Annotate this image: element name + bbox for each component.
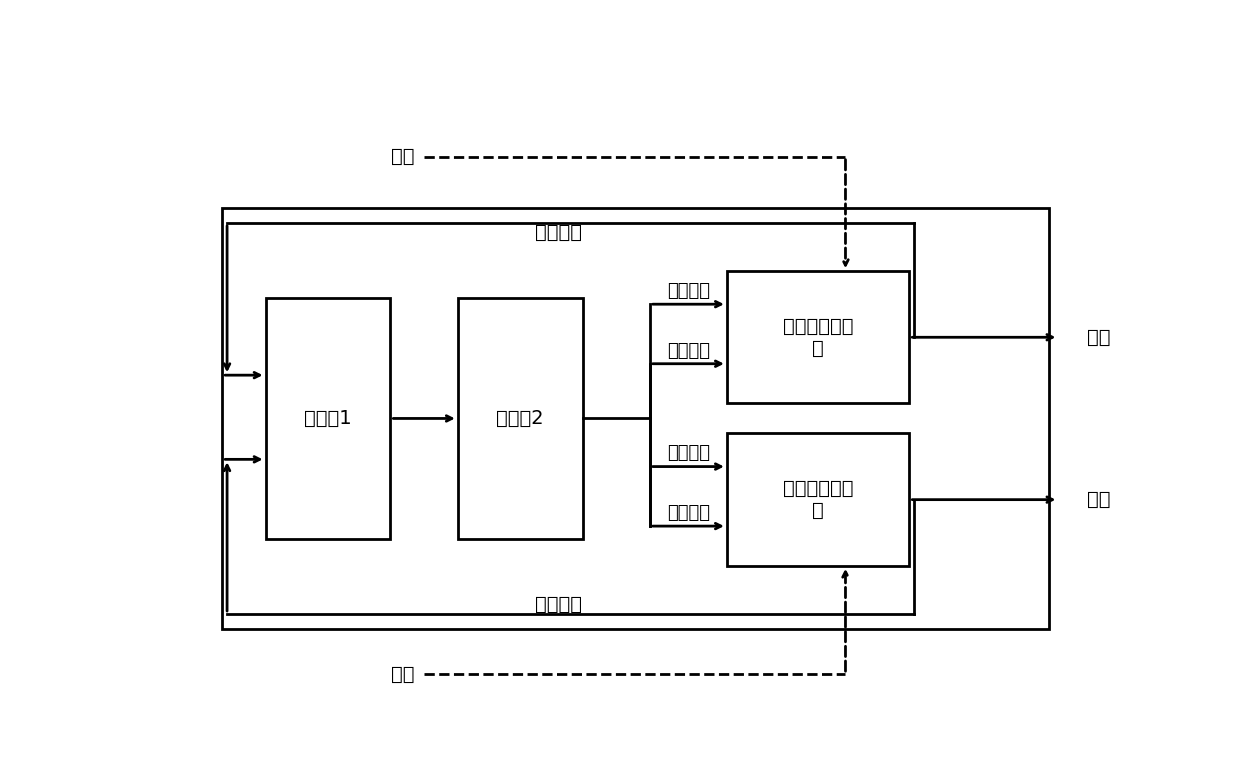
Text: 反馈数据: 反馈数据 xyxy=(536,223,582,241)
Text: 反馈数据: 反馈数据 xyxy=(536,595,582,615)
Text: 密钥: 密钥 xyxy=(391,665,414,683)
Bar xyxy=(458,298,583,539)
Text: 寄存器1: 寄存器1 xyxy=(304,409,352,428)
Text: 反馈数据: 反馈数据 xyxy=(667,444,709,462)
Text: 复用轮变换电
路: 复用轮变换电 路 xyxy=(782,317,853,358)
Bar xyxy=(727,433,909,565)
Text: 密文: 密文 xyxy=(1087,328,1111,347)
Text: 密文: 密文 xyxy=(1087,490,1111,509)
Text: 初始数据: 初始数据 xyxy=(667,504,709,522)
Text: 密钥: 密钥 xyxy=(391,148,414,166)
Text: 寄存器2: 寄存器2 xyxy=(496,409,544,428)
Bar xyxy=(222,208,1049,629)
Bar xyxy=(265,298,391,539)
Text: 反馈数据: 反馈数据 xyxy=(667,282,709,300)
Bar xyxy=(727,271,909,404)
Text: 初始数据: 初始数据 xyxy=(667,341,709,359)
Text: 复用轮变换电
路: 复用轮变换电 路 xyxy=(782,480,853,520)
